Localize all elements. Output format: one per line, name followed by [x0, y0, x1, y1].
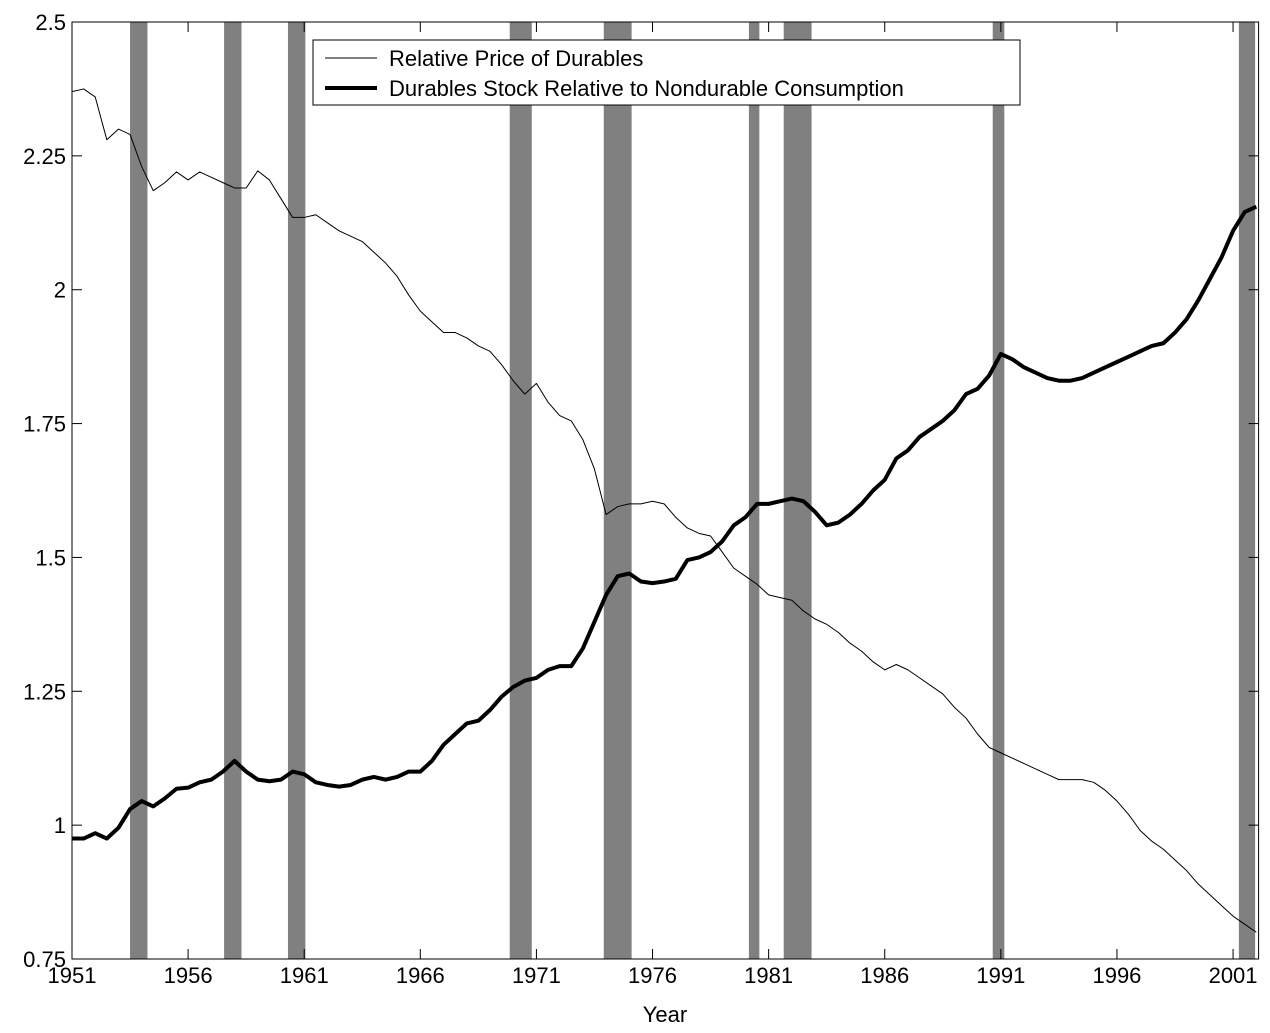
y-tick-label: 2	[54, 278, 66, 303]
shaded-region	[224, 22, 242, 959]
series-line	[71, 88, 1257, 933]
x-tick-label: 1986	[860, 963, 909, 988]
shaded-region	[992, 22, 1005, 959]
x-tick-label: 1971	[512, 963, 561, 988]
x-tick-label: 1966	[396, 963, 445, 988]
x-tick-label: 1951	[48, 963, 97, 988]
y-tick-label: 0.75	[23, 947, 66, 972]
x-tick-label: 1961	[280, 963, 329, 988]
x-tick-label: 2001	[1209, 963, 1258, 988]
shaded-region	[603, 22, 632, 959]
plot-frame	[71, 21, 1260, 960]
x-tick-label: 1976	[628, 963, 677, 988]
shaded-region	[748, 22, 760, 959]
x-tick-label: 1956	[164, 963, 213, 988]
shaded-region	[287, 22, 306, 959]
shaded-region	[1238, 22, 1256, 959]
x-tick-label: 1981	[744, 963, 793, 988]
y-tick-label: 1.75	[23, 412, 66, 437]
y-tick-label: 1.5	[35, 545, 66, 570]
legend-label: Durables Stock Relative to Nondurable Co…	[389, 76, 904, 101]
y-tick-label: 2.5	[35, 10, 66, 35]
series-line	[72, 204, 1258, 841]
legend-label: Relative Price of Durables	[389, 46, 643, 71]
shaded-region	[509, 22, 532, 959]
shaded-region	[130, 22, 148, 959]
x-tick-label: 1996	[1092, 963, 1141, 988]
x-axis-label: Year	[643, 1002, 687, 1027]
legend-box	[312, 39, 1021, 106]
x-tick-label: 1991	[976, 963, 1025, 988]
y-tick-label: 1	[54, 813, 66, 838]
y-tick-label: 1.25	[23, 679, 66, 704]
shaded-region	[783, 22, 812, 959]
y-tick-label: 2.25	[23, 144, 66, 169]
